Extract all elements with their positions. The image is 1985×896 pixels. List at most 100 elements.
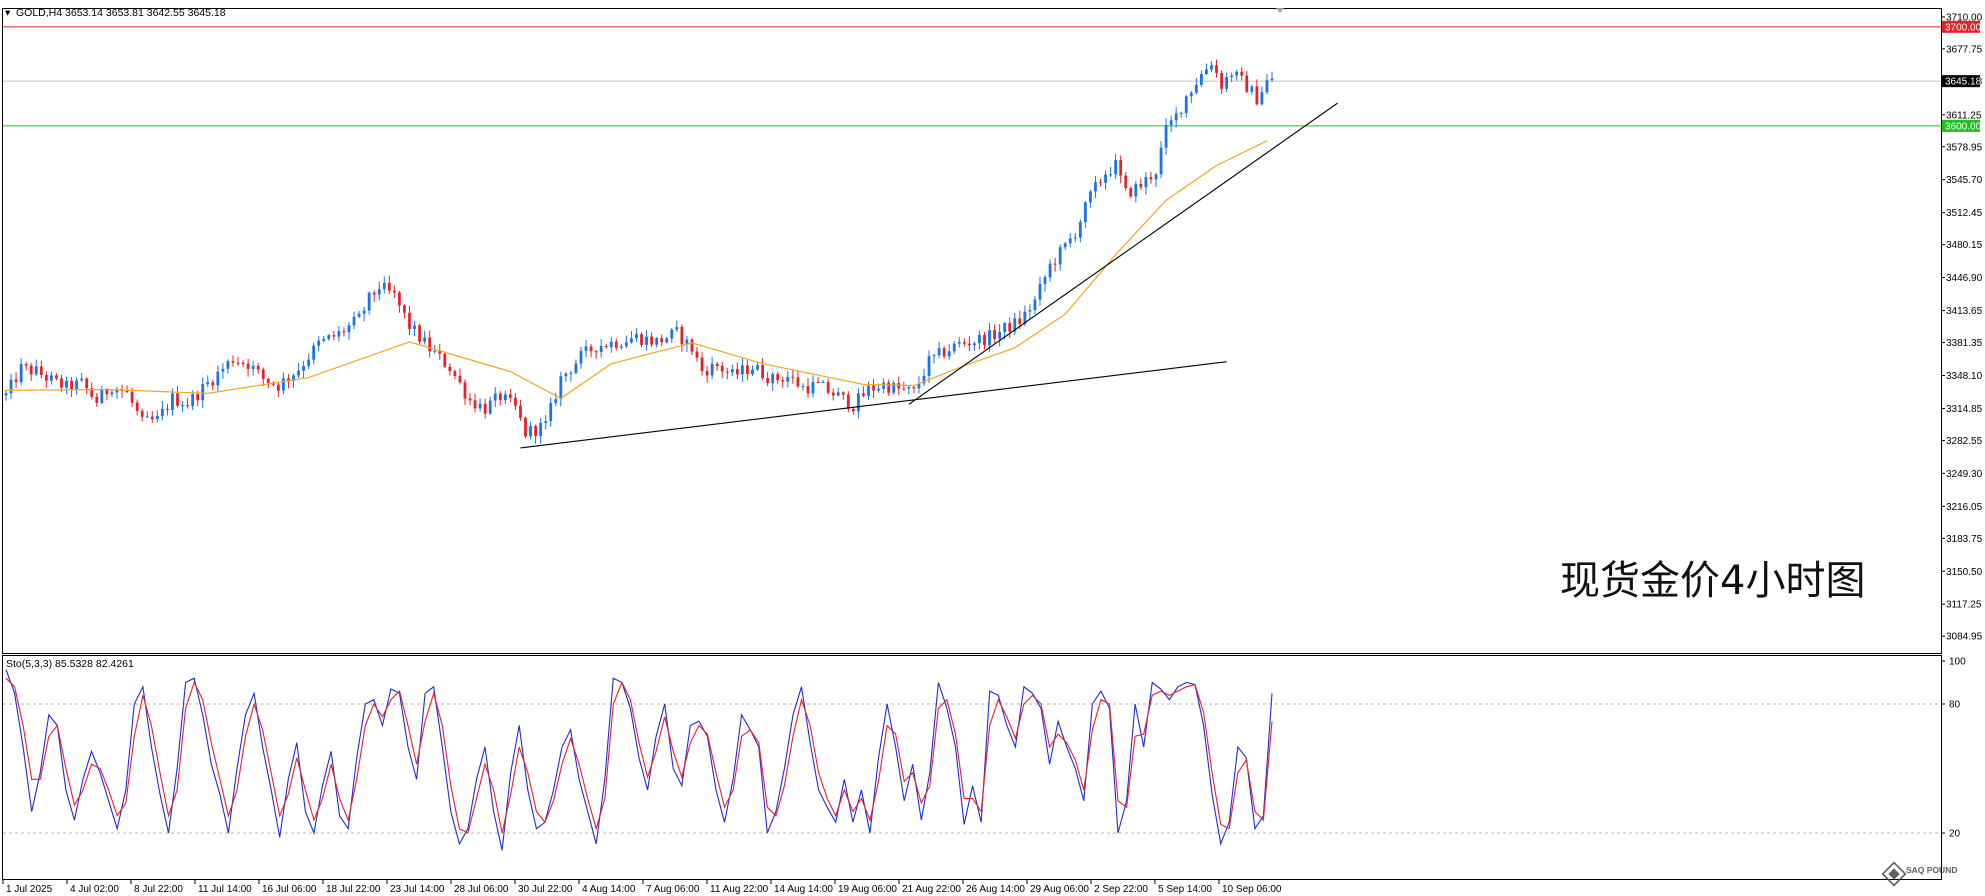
candle (645, 330, 648, 351)
candle (640, 332, 643, 348)
candle-body (382, 282, 386, 290)
candle-body (24, 364, 28, 366)
time-tick-label: 29 Aug 06:00 (1030, 884, 1089, 895)
candle-body (746, 365, 749, 375)
candle-body (806, 386, 810, 394)
candle-body (226, 361, 230, 369)
candle (942, 346, 946, 359)
candle (751, 365, 754, 377)
candle-body (831, 392, 835, 396)
candle-body (60, 378, 63, 388)
candle-body (1099, 182, 1102, 184)
time-tick-label: 18 Jul 22:00 (326, 884, 381, 895)
candle-body (625, 342, 628, 347)
candle (1164, 118, 1168, 155)
candle (150, 411, 154, 423)
candle (181, 401, 184, 413)
candle (1033, 295, 1037, 314)
candle (1215, 59, 1218, 78)
time-tick-label: 5 Sep 14:00 (1158, 884, 1212, 895)
candle (746, 360, 749, 381)
candle-body (1073, 237, 1077, 239)
candle (362, 306, 366, 322)
candle-body (216, 371, 220, 386)
candle-body (549, 402, 553, 422)
candle (191, 390, 195, 410)
candle (387, 275, 391, 294)
candle-body (514, 397, 517, 406)
time-tick-label: 7 Aug 06:00 (646, 884, 700, 895)
candle (922, 368, 926, 387)
level-tag-label: 3700.00 (1945, 22, 1982, 33)
candle (771, 371, 775, 391)
candle-body (579, 350, 583, 364)
candle (1149, 171, 1153, 184)
candle-body (1139, 183, 1143, 188)
candle-body (952, 343, 956, 352)
candle-body (287, 378, 290, 381)
candle (302, 360, 305, 379)
candle (892, 380, 896, 395)
candle (912, 385, 916, 394)
candle (261, 367, 265, 386)
candle-body (19, 364, 23, 383)
candle-body (367, 292, 371, 311)
candle (549, 397, 553, 427)
candle (115, 386, 119, 399)
candle-body (282, 378, 285, 391)
candle (791, 369, 795, 384)
price-level-tags: 3700.00 3600.00 3645.18 (1942, 20, 1982, 132)
candle (927, 350, 931, 383)
candle (872, 379, 875, 398)
candle-body (1119, 160, 1123, 176)
candle (806, 378, 810, 398)
candle (473, 393, 477, 413)
candle-body (1043, 277, 1047, 284)
candle (347, 322, 351, 340)
candle (554, 392, 558, 407)
candle-body (1154, 174, 1158, 180)
candle (276, 382, 280, 398)
candle-body (922, 375, 926, 384)
candle-body (95, 396, 99, 403)
candle (408, 306, 411, 336)
candle-body (1255, 86, 1259, 105)
candle-body (322, 338, 326, 341)
candle (952, 341, 956, 355)
candle-body (635, 334, 638, 339)
candle-body (398, 292, 401, 306)
collapse-triangle-icon[interactable]: ▾ (5, 7, 11, 19)
candle-body (942, 348, 946, 357)
candle-body (534, 426, 537, 436)
price-tick-label: 3710.00 (1946, 12, 1983, 23)
candle (1179, 111, 1183, 118)
candle (39, 360, 43, 379)
candle (1189, 90, 1193, 103)
candle-body (408, 312, 411, 329)
candle (700, 352, 704, 376)
candle-body (75, 380, 79, 390)
candle-body (993, 330, 996, 339)
candle-body (135, 402, 139, 411)
candle (786, 370, 790, 388)
candle-body (1053, 263, 1057, 265)
level-tag-label: 3645.18 (1945, 77, 1982, 88)
price-tick-label: 3381.35 (1946, 338, 1983, 349)
candle (418, 323, 421, 345)
candle-body (392, 290, 396, 293)
candle-body (761, 365, 764, 379)
candle (1068, 233, 1072, 248)
candle (559, 371, 563, 407)
candle (983, 331, 986, 350)
candle-body (660, 338, 664, 343)
scroll-marker-icon[interactable] (1276, 8, 1284, 13)
candle-body (201, 383, 205, 401)
candle-body (418, 325, 421, 342)
candle (851, 406, 855, 415)
candle-body (957, 342, 961, 344)
candle-body (271, 383, 275, 385)
candle (488, 396, 492, 415)
candle (957, 336, 961, 348)
candle-body (690, 339, 694, 352)
candle (70, 376, 73, 398)
